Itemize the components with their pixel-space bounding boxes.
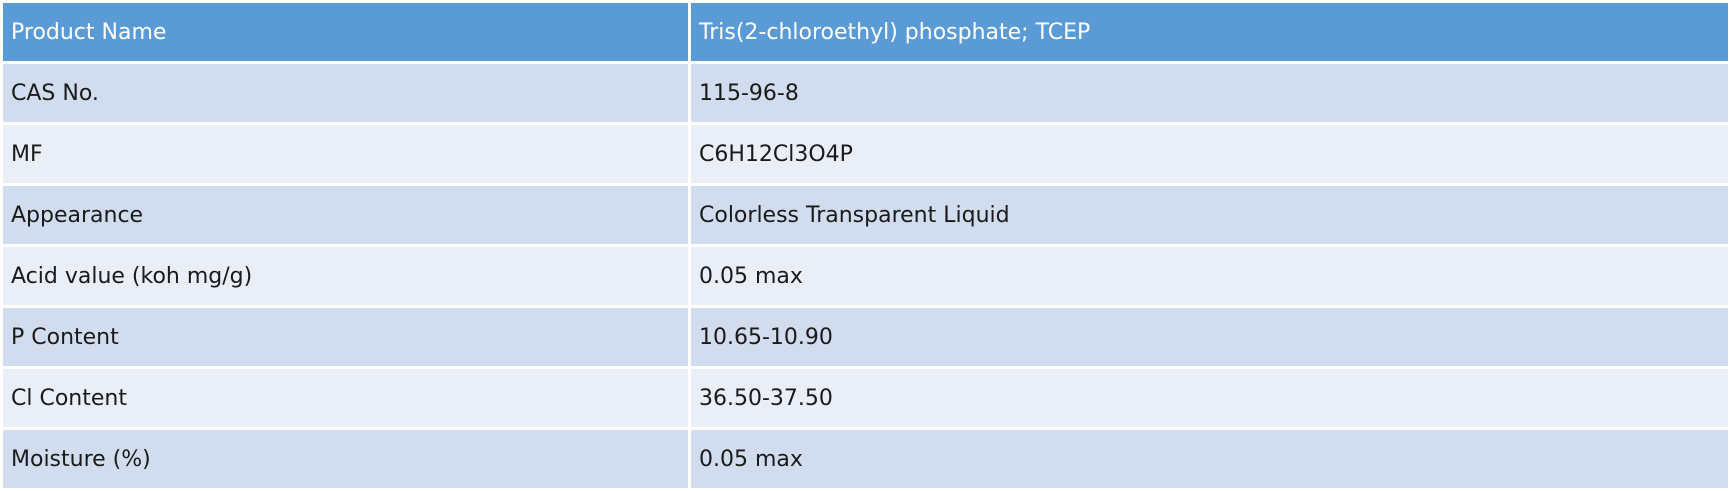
property-value: 0.05 max (691, 430, 1728, 488)
property-label: Cl Content (3, 369, 688, 427)
header-value: Tris(2-chloroethyl) phosphate; TCEP (691, 3, 1728, 61)
property-value: C6H12Cl3O4P (691, 125, 1728, 183)
table-row: Appearance Colorless Transparent Liquid (3, 186, 1728, 244)
table-row: Cl Content 36.50-37.50 (3, 369, 1728, 427)
property-label: Acid value (koh mg/g) (3, 247, 688, 305)
property-value: 36.50-37.50 (691, 369, 1728, 427)
header-row: Product Name Tris(2-chloroethyl) phosphat… (3, 3, 1728, 61)
property-label: P Content (3, 308, 688, 366)
table-row: CAS No. 115-96-8 (3, 64, 1728, 122)
table-row: P Content 10.65-10.90 (3, 308, 1728, 366)
property-label: CAS No. (3, 64, 688, 122)
table-row: Moisture (%) 0.05 max (3, 430, 1728, 488)
property-label: Appearance (3, 186, 688, 244)
property-value: 10.65-10.90 (691, 308, 1728, 366)
property-value: Colorless Transparent Liquid (691, 186, 1728, 244)
table-row: Acid value (koh mg/g) 0.05 max (3, 247, 1728, 305)
table-row: MF C6H12Cl3O4P (3, 125, 1728, 183)
property-value: 115-96-8 (691, 64, 1728, 122)
property-label: Moisture (%) (3, 430, 688, 488)
property-value: 0.05 max (691, 247, 1728, 305)
header-label: Product Name (3, 3, 688, 61)
property-label: MF (3, 125, 688, 183)
